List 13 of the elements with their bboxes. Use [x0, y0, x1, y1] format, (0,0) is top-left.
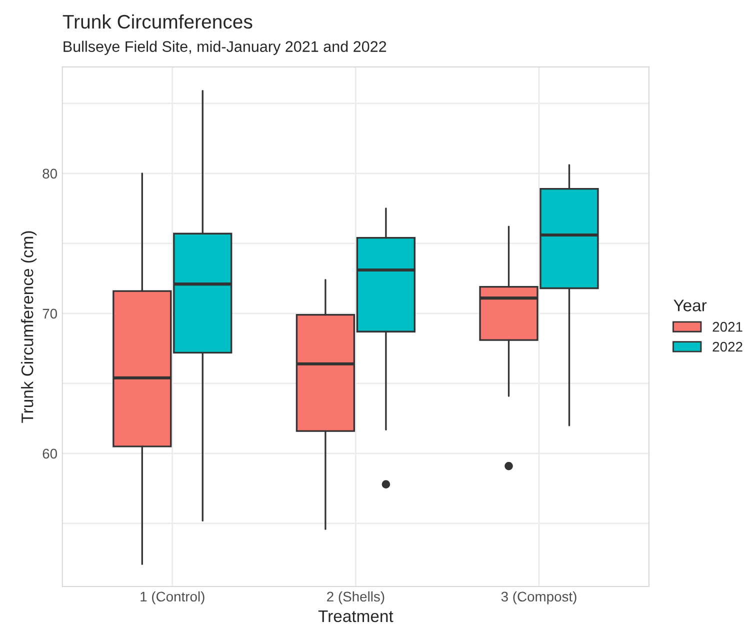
- legend-label: 2021: [712, 322, 742, 332]
- y-tick-label: 60: [42, 448, 58, 459]
- legend-label: 2022: [712, 342, 742, 352]
- chart-title: Trunk Circumferences: [62, 14, 252, 29]
- y-tick-label: 70: [42, 308, 58, 319]
- x-tick-label: 2 (Shells): [327, 591, 384, 604]
- legend-title: Year: [674, 300, 707, 312]
- y-axis-title: Trunk Circumference (cm): [21, 231, 37, 423]
- y-tick-label: 80: [42, 168, 58, 179]
- chart-subtitle: Bullseye Field Site, mid-January 2021 and 2022: [64, 40, 386, 55]
- x-tick-label: 1 (Control): [140, 591, 204, 604]
- x-axis-title: Treatment: [318, 610, 394, 622]
- x-tick-label: 3 (Compost): [501, 591, 576, 604]
